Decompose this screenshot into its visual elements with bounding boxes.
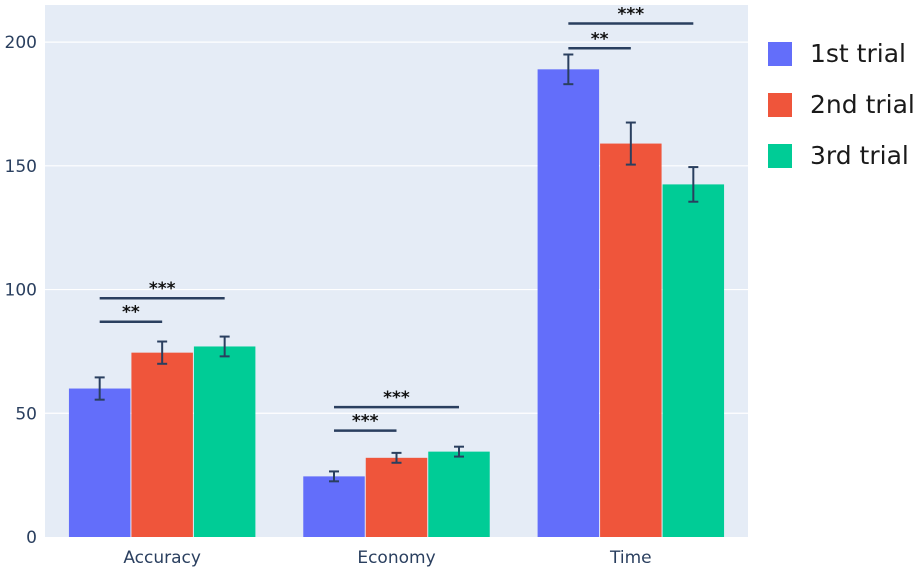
significance-label: *** [617, 5, 644, 25]
bar [662, 184, 725, 537]
y-tick-label: 200 [5, 33, 37, 53]
y-tick-label: 50 [15, 404, 37, 424]
error-bar [157, 340, 168, 365]
legend-swatch [768, 143, 792, 168]
significance-brackets: **************** [99, 5, 694, 432]
significance-label: ** [591, 29, 609, 49]
bar [537, 69, 600, 537]
legend-label: 3rd trial [810, 141, 909, 170]
error-bar [329, 470, 340, 483]
legend-swatch [768, 92, 792, 117]
error-bar [94, 376, 105, 401]
x-tick-label: Economy [357, 548, 435, 568]
significance-label: *** [352, 412, 379, 432]
legend-swatch [768, 41, 792, 66]
y-tick-label: 100 [5, 281, 37, 301]
bar [68, 388, 131, 537]
bar [131, 352, 193, 537]
legend-item-1st-trial[interactable]: 1st trial [768, 28, 915, 79]
error-bars [94, 53, 699, 483]
error-bar [625, 121, 636, 166]
legend-item-3rd-trial[interactable]: 3rd trial [768, 130, 915, 181]
error-bar [219, 335, 230, 358]
x-axis-ticks: Accuracy Economy Time [123, 548, 651, 568]
significance-label: *** [149, 279, 176, 299]
error-bar [453, 445, 464, 458]
error-bar [688, 166, 699, 203]
bars [68, 69, 725, 537]
bar [193, 346, 256, 537]
legend: 1st trial 2nd trial 3rd trial [768, 28, 915, 181]
legend-item-2nd-trial[interactable]: 2nd trial [768, 79, 915, 130]
error-bar [563, 53, 574, 86]
error-bar [391, 451, 402, 464]
bar [600, 143, 662, 537]
x-tick-label: Time [609, 548, 652, 568]
significance-label: *** [383, 388, 410, 408]
y-tick-label: 150 [5, 157, 37, 177]
bar [428, 451, 490, 537]
legend-label: 1st trial [810, 39, 906, 68]
x-tick-label: Accuracy [123, 548, 201, 568]
bar [303, 476, 365, 537]
y-axis-ticks: 0 50 100 150 200 [5, 33, 37, 548]
significance-label: ** [122, 303, 140, 323]
bar [365, 457, 428, 537]
y-tick-label: 0 [26, 528, 37, 548]
legend-label: 2nd trial [810, 90, 915, 119]
